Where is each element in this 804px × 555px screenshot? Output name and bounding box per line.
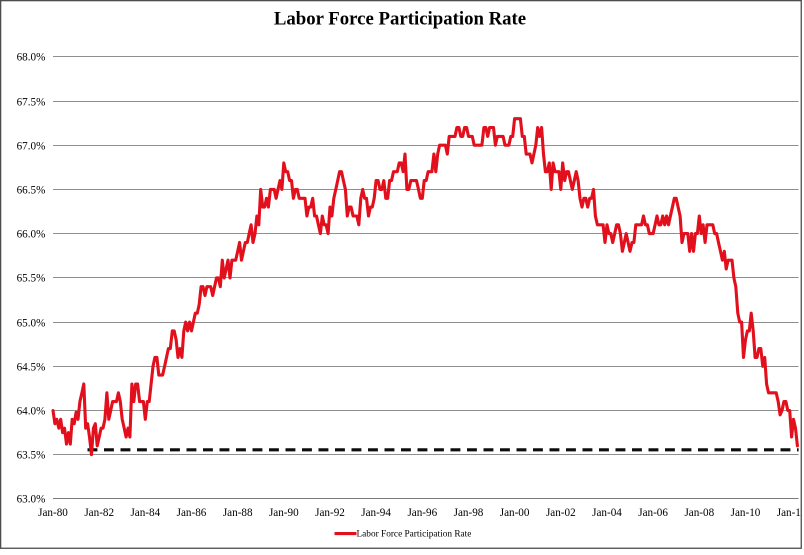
svg-text:Jan-88: Jan-88 bbox=[223, 507, 253, 519]
svg-text:66.5%: 66.5% bbox=[17, 184, 46, 196]
svg-text:Jan-04: Jan-04 bbox=[592, 507, 622, 519]
svg-text:Jan-80: Jan-80 bbox=[38, 507, 68, 519]
svg-text:63.5%: 63.5% bbox=[17, 449, 46, 461]
svg-text:Jan-94: Jan-94 bbox=[361, 507, 391, 519]
svg-text:Jan-06: Jan-06 bbox=[638, 507, 668, 519]
svg-text:Jan-90: Jan-90 bbox=[269, 507, 299, 519]
svg-text:64.0%: 64.0% bbox=[17, 405, 46, 417]
svg-text:Labor Force Participation Rate: Labor Force Participation Rate bbox=[274, 9, 526, 30]
svg-text:67.5%: 67.5% bbox=[17, 96, 46, 108]
svg-text:Labor Force Participation Rate: Labor Force Participation Rate bbox=[357, 530, 472, 540]
svg-text:Jan-10: Jan-10 bbox=[731, 507, 761, 519]
svg-text:Jan-08: Jan-08 bbox=[684, 507, 714, 519]
svg-text:66.0%: 66.0% bbox=[17, 228, 46, 240]
svg-text:67.0%: 67.0% bbox=[17, 140, 46, 152]
svg-text:Jan-00: Jan-00 bbox=[500, 507, 530, 519]
svg-text:64.5%: 64.5% bbox=[17, 361, 46, 373]
svg-text:Jan-86: Jan-86 bbox=[177, 507, 207, 519]
svg-text:63.0%: 63.0% bbox=[17, 493, 46, 505]
svg-text:Jan-02: Jan-02 bbox=[546, 507, 576, 519]
svg-text:Jan-82: Jan-82 bbox=[84, 507, 114, 519]
svg-text:65.5%: 65.5% bbox=[17, 272, 46, 284]
svg-text:Jan-84: Jan-84 bbox=[130, 507, 160, 519]
svg-text:Jan-96: Jan-96 bbox=[407, 507, 437, 519]
svg-text:Jan-92: Jan-92 bbox=[315, 507, 345, 519]
svg-text:Jan-12: Jan-12 bbox=[777, 507, 804, 519]
svg-text:Jan-98: Jan-98 bbox=[454, 507, 484, 519]
svg-text:68.0%: 68.0% bbox=[17, 51, 46, 63]
svg-text:65.0%: 65.0% bbox=[17, 317, 46, 329]
